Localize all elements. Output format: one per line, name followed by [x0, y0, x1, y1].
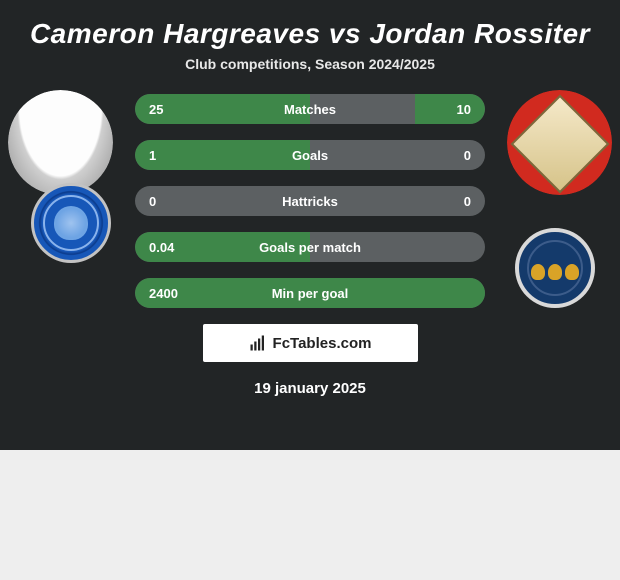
subtitle: Club competitions, Season 2024/2025 — [0, 56, 620, 90]
stats-list: 25 Matches 10 1 Goals 0 0 Hattricks 0 0.04 Goals p… — [135, 90, 485, 308]
brand-label: FcTables.com — [273, 335, 372, 352]
stat-left-value: 2400 — [149, 286, 178, 301]
stat-left-value: 25 — [149, 102, 163, 117]
player-left-avatar — [8, 90, 113, 195]
stat-row: 0.04 Goals per match — [135, 232, 485, 262]
stat-row: 2400 Min per goal — [135, 278, 485, 308]
club-right-crest — [512, 225, 597, 310]
avatar-kit-icon — [507, 90, 612, 195]
aldershot-crest-icon — [31, 183, 111, 263]
stat-label: Goals per match — [259, 240, 361, 255]
content-area: 25 Matches 10 1 Goals 0 0 Hattricks 0 0.04 Goals p… — [0, 90, 620, 397]
chart-icon — [249, 334, 267, 352]
stat-row: 0 Hattricks 0 — [135, 186, 485, 216]
stat-row: 25 Matches 10 — [135, 94, 485, 124]
date-label: 19 january 2025 — [0, 380, 620, 397]
comparison-card: Cameron Hargreaves vs Jordan Rossiter Cl… — [0, 0, 620, 450]
stat-label: Goals — [292, 148, 328, 163]
stat-right-value: 0 — [464, 194, 471, 209]
shrewsbury-crest-icon — [515, 228, 595, 308]
stat-left-value: 0 — [149, 194, 156, 209]
stat-right-value: 10 — [457, 102, 471, 117]
page-title: Cameron Hargreaves vs Jordan Rossiter — [0, 0, 620, 56]
stat-right-fill — [415, 94, 485, 124]
stat-label: Matches — [284, 102, 336, 117]
stat-left-value: 1 — [149, 148, 156, 163]
stat-label: Min per goal — [272, 286, 349, 301]
brand-box[interactable]: FcTables.com — [203, 324, 418, 362]
stat-right-value: 0 — [464, 148, 471, 163]
club-left-crest — [28, 180, 113, 265]
stat-left-fill — [135, 140, 310, 170]
stat-label: Hattricks — [282, 194, 338, 209]
stat-left-value: 0.04 — [149, 240, 174, 255]
player-right-avatar — [507, 90, 612, 195]
avatar-placeholder-icon — [8, 90, 113, 195]
stat-row: 1 Goals 0 — [135, 140, 485, 170]
